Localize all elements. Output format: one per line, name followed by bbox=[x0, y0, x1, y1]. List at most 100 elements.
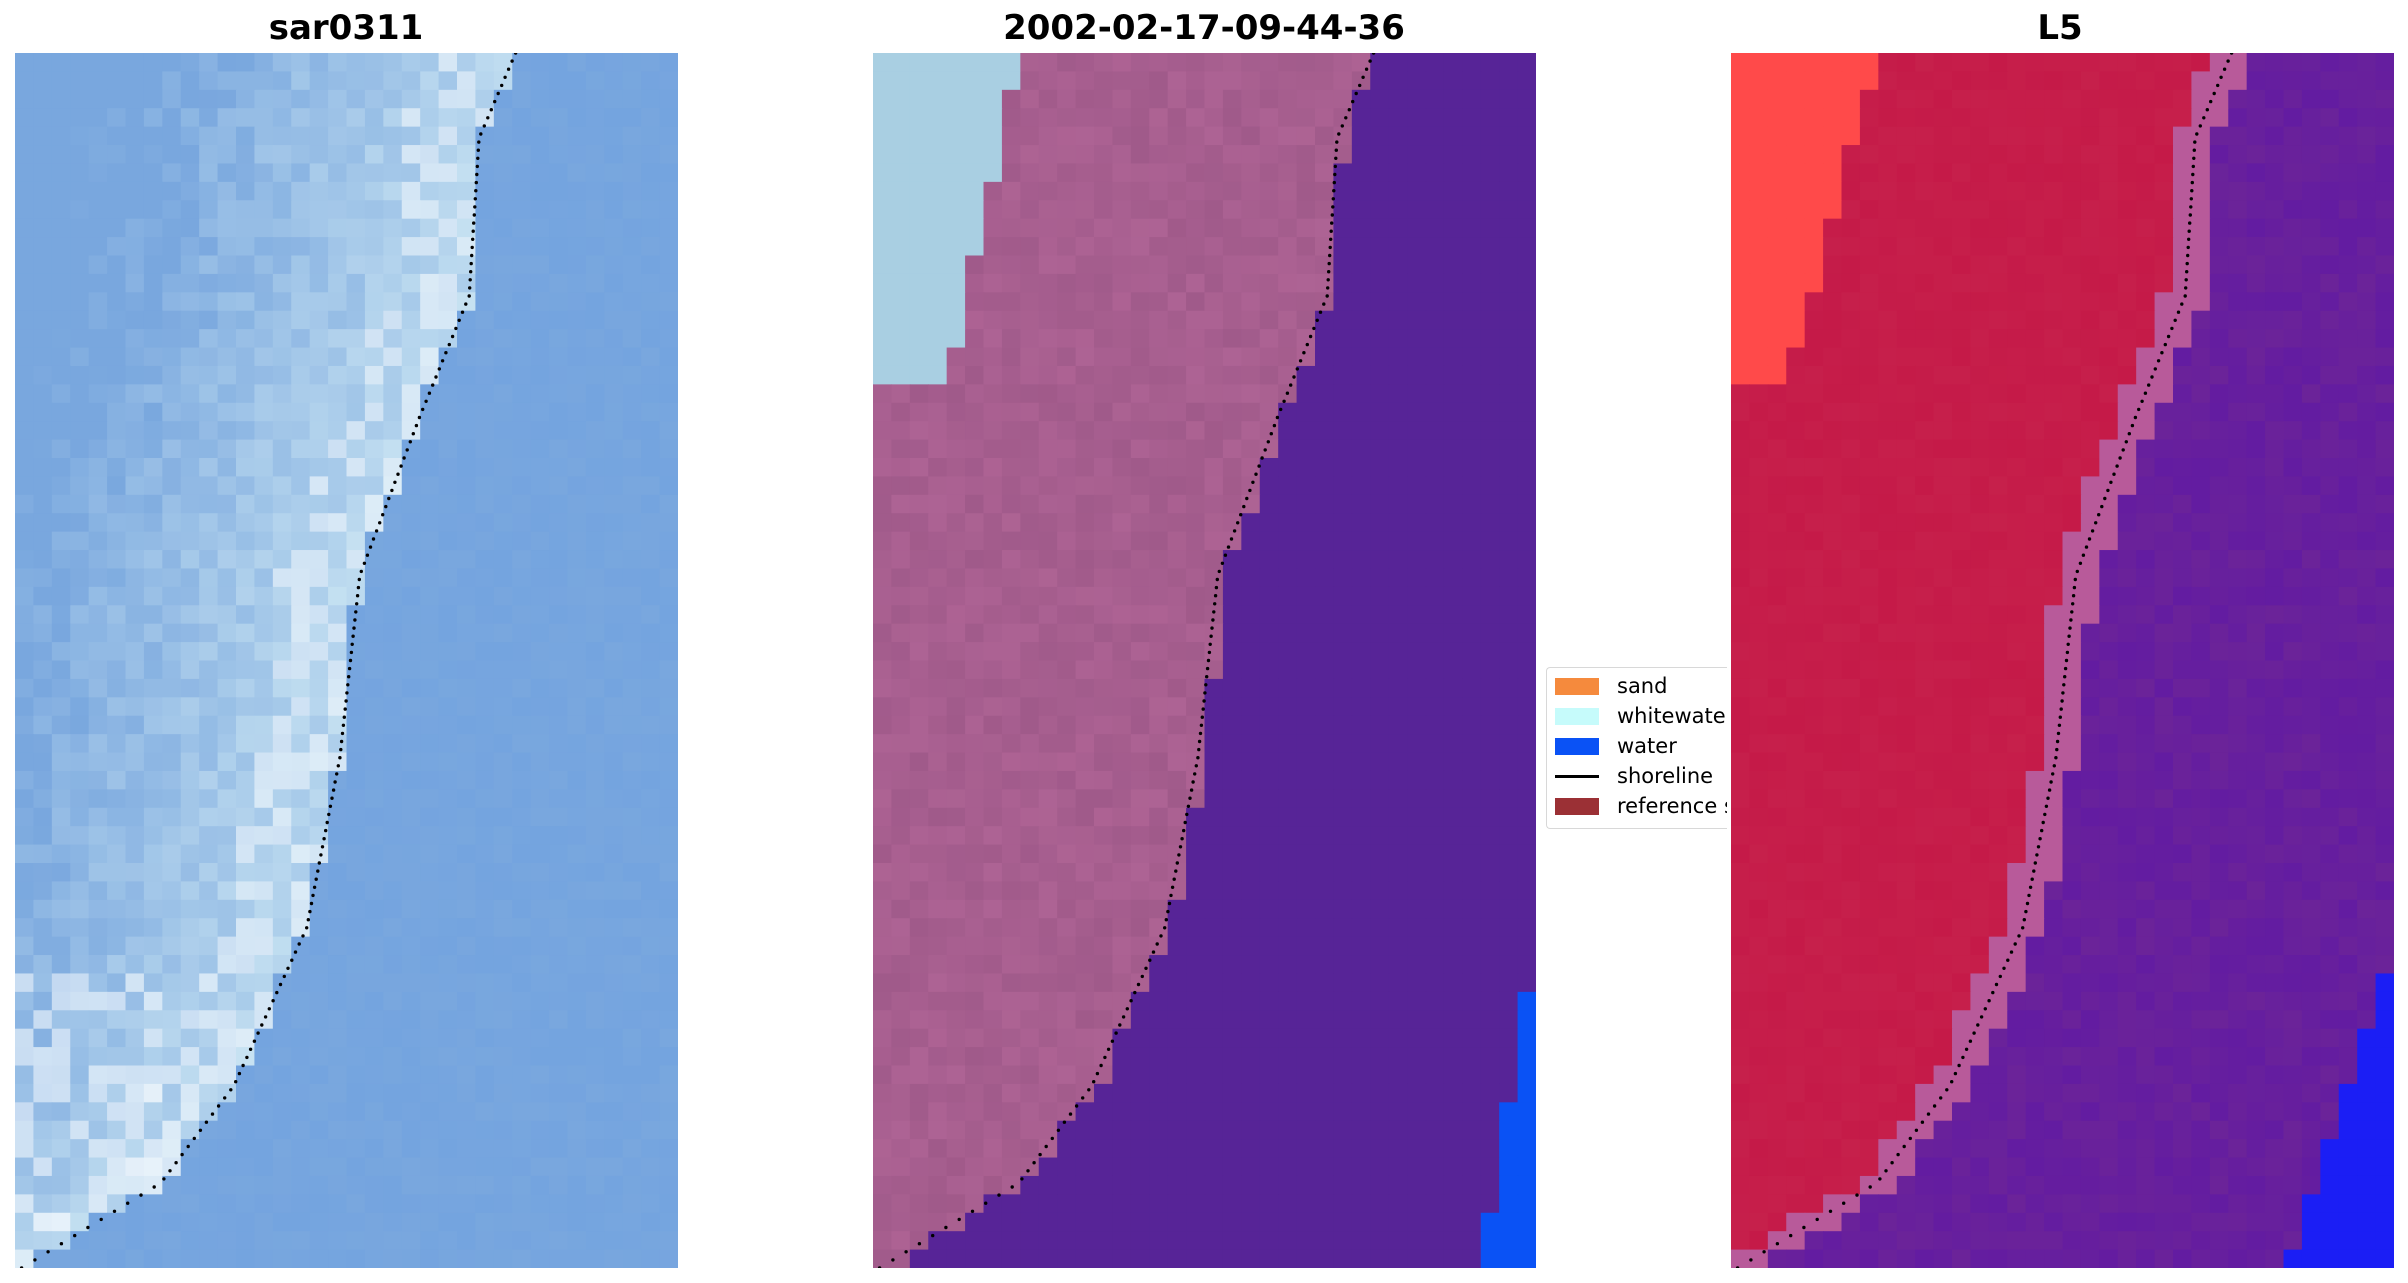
rgb-pixel bbox=[217, 218, 237, 238]
rgb-pixel bbox=[88, 770, 108, 790]
class-pixel bbox=[1149, 697, 1169, 717]
shoreline-point bbox=[393, 480, 397, 484]
rgb-pixel bbox=[346, 789, 366, 809]
class-pixel bbox=[1001, 163, 1021, 183]
class-pixel bbox=[1296, 494, 1316, 514]
rgb-pixel bbox=[70, 181, 90, 201]
class-pixel bbox=[1057, 163, 1077, 183]
rgb-pixel bbox=[641, 1194, 661, 1214]
rgb-pixel bbox=[659, 826, 678, 846]
rgb-pixel bbox=[143, 347, 163, 367]
class-pixel bbox=[1480, 752, 1500, 772]
class-pixel bbox=[1038, 605, 1058, 625]
rgb-pixel bbox=[659, 678, 678, 698]
class-pixel bbox=[891, 1139, 911, 1159]
class-pixel bbox=[1038, 89, 1058, 109]
class-pixel bbox=[1259, 1047, 1279, 1067]
class-pixel bbox=[1075, 255, 1095, 275]
class-pixel bbox=[1112, 1065, 1132, 1085]
rgb-pixel bbox=[567, 660, 587, 680]
rgb-pixel bbox=[33, 494, 53, 514]
shoreline-point bbox=[1337, 132, 1341, 136]
rgb-pixel bbox=[143, 955, 163, 975]
rgb-pixel bbox=[309, 642, 329, 662]
class-pixel bbox=[1333, 1028, 1353, 1048]
rgb-pixel bbox=[346, 715, 366, 735]
class-pixel bbox=[1278, 145, 1298, 165]
rgb-pixel bbox=[107, 476, 127, 496]
rgb-pixel bbox=[346, 513, 366, 533]
rgb-pixel bbox=[51, 421, 71, 441]
class-pixel bbox=[1222, 881, 1242, 901]
class-pixel bbox=[1112, 218, 1132, 238]
rgb-pixel bbox=[15, 550, 35, 570]
rgb-pixel bbox=[383, 53, 403, 73]
class-pixel bbox=[1112, 1139, 1132, 1159]
class-pixel bbox=[1112, 347, 1132, 367]
class-pixel bbox=[1315, 218, 1335, 238]
rgb-pixel bbox=[567, 955, 587, 975]
class-pixel bbox=[983, 53, 1003, 73]
rgb-pixel bbox=[143, 770, 163, 790]
rgb-pixel bbox=[641, 586, 661, 606]
class-pixel bbox=[1204, 807, 1224, 827]
class-pixel bbox=[965, 1139, 985, 1159]
class-pixel bbox=[1112, 476, 1132, 496]
rgb-pixel bbox=[420, 678, 440, 698]
class-pixel bbox=[1296, 807, 1316, 827]
rgb-pixel bbox=[51, 89, 71, 109]
rgb-pixel bbox=[88, 126, 108, 146]
class-pixel bbox=[1222, 273, 1242, 293]
class-pixel bbox=[1462, 1120, 1482, 1140]
rgb-pixel bbox=[33, 89, 53, 109]
rgb-pixel bbox=[143, 1102, 163, 1122]
class-pixel bbox=[1278, 936, 1298, 956]
class-pixel bbox=[1407, 660, 1427, 680]
rgb-pixel bbox=[107, 1065, 127, 1085]
rgb-pixel bbox=[475, 1010, 495, 1030]
class-pixel bbox=[1443, 715, 1463, 735]
rgb-pixel bbox=[567, 973, 587, 993]
class-pixel bbox=[1407, 752, 1427, 772]
class-pixel bbox=[1020, 1175, 1040, 1195]
rgb-pixel bbox=[493, 1194, 513, 1214]
rgb-pixel bbox=[641, 458, 661, 478]
class-pixel bbox=[1241, 494, 1261, 514]
rgb-pixel bbox=[530, 273, 550, 293]
class-pixel bbox=[1315, 660, 1335, 680]
rgb-pixel bbox=[420, 1231, 440, 1251]
rgb-pixel bbox=[364, 623, 384, 643]
rgb-pixel bbox=[567, 476, 587, 496]
rgb-pixel bbox=[254, 126, 274, 146]
class-pixel bbox=[1149, 108, 1169, 128]
rgb-pixel bbox=[180, 1249, 200, 1268]
class-pixel bbox=[928, 991, 948, 1011]
rgb-pixel bbox=[346, 1065, 366, 1085]
rgb-pixel bbox=[217, 1157, 237, 1177]
class-pixel bbox=[1020, 1065, 1040, 1085]
rgb-pixel bbox=[51, 71, 71, 91]
shoreline-point bbox=[1205, 675, 1209, 679]
rgb-pixel bbox=[530, 1065, 550, 1085]
class-pixel bbox=[1222, 1194, 1242, 1214]
shoreline-point bbox=[470, 253, 474, 258]
rgb-pixel bbox=[254, 108, 274, 128]
class-pixel bbox=[1517, 807, 1536, 827]
rgb-pixel bbox=[33, 1047, 53, 1067]
rgb-pixel bbox=[236, 513, 256, 533]
rgb-pixel bbox=[33, 513, 53, 533]
class-pixel bbox=[1259, 550, 1279, 570]
class-pixel bbox=[1333, 807, 1353, 827]
rgb-pixel bbox=[567, 899, 587, 919]
class-pixel bbox=[1517, 494, 1536, 514]
class-pixel bbox=[1333, 513, 1353, 533]
class-pixel bbox=[1149, 826, 1169, 846]
class-pixel bbox=[1407, 770, 1427, 790]
rgb-pixel bbox=[364, 918, 384, 938]
rgb-pixel bbox=[457, 1010, 477, 1030]
rgb-pixel bbox=[254, 1157, 274, 1177]
rgb-pixel bbox=[401, 108, 421, 128]
rgb-pixel bbox=[328, 973, 348, 993]
rgb-pixel bbox=[493, 513, 513, 533]
rgb-pixel bbox=[33, 1010, 53, 1030]
